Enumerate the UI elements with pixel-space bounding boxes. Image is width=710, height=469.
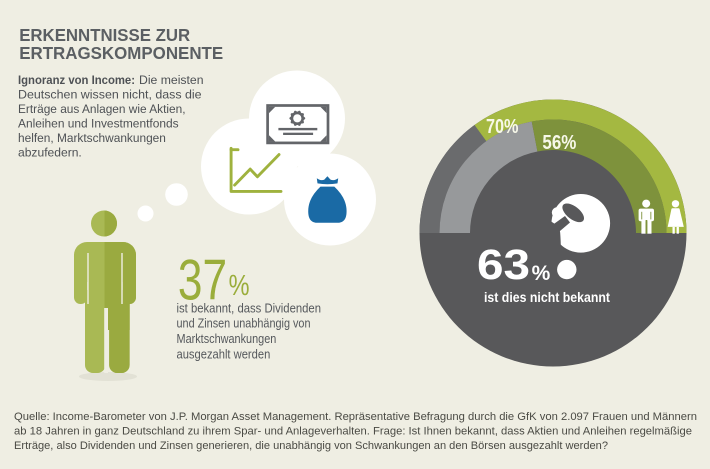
svg-text:ist dies nicht bekannt: ist dies nicht bekannt xyxy=(484,289,610,305)
svg-text:Quelle: Income-Barometer von J: Quelle: Income-Barometer von J.P. Morgan… xyxy=(14,411,697,423)
svg-text:Anleihen und Investmentfonds: Anleihen und Investmentfonds xyxy=(18,117,179,131)
svg-text:ab 18 Jahren in ganz Deutschla: ab 18 Jahren in ganz Deutschland zu ihre… xyxy=(14,426,692,438)
svg-text:und Zinsen unabhängig von: und Zinsen unabhängig von xyxy=(177,316,311,331)
svg-text:ERKENNTNISSE ZUR: ERKENNTNISSE ZUR xyxy=(19,25,190,45)
svg-text:Die meisten: Die meisten xyxy=(139,73,204,87)
svg-text:63: 63 xyxy=(477,242,530,289)
svg-text:70%: 70% xyxy=(486,116,519,138)
svg-text:Deutschen wissen nicht, dass d: Deutschen wissen nicht, dass die xyxy=(18,88,202,102)
svg-text:ist bekannt, dass Dividenden: ist bekannt, dass Dividenden xyxy=(177,300,322,315)
svg-text:Ignoranz von Income:: Ignoranz von Income: xyxy=(18,73,135,87)
svg-text:ERTRAGSKOMPONENTE: ERTRAGSKOMPONENTE xyxy=(19,43,223,63)
svg-text:Marktschwankungen: Marktschwankungen xyxy=(177,331,277,346)
svg-text:ausgezahlt werden: ausgezahlt werden xyxy=(177,347,271,362)
svg-text:helfen, Marktschwankungen: helfen, Marktschwankungen xyxy=(18,131,166,145)
svg-text:%: % xyxy=(532,262,551,285)
svg-text:%: % xyxy=(229,270,250,302)
svg-text:37: 37 xyxy=(178,249,227,313)
svg-text:Erträge aus Anlagen wie Aktien: Erträge aus Anlagen wie Aktien, xyxy=(18,102,186,116)
svg-text:Erträge, also Dividenden und Z: Erträge, also Dividenden und Zinsen gene… xyxy=(14,440,608,452)
svg-text:abzufedern.: abzufedern. xyxy=(18,146,82,160)
svg-text:56%: 56% xyxy=(542,132,576,154)
